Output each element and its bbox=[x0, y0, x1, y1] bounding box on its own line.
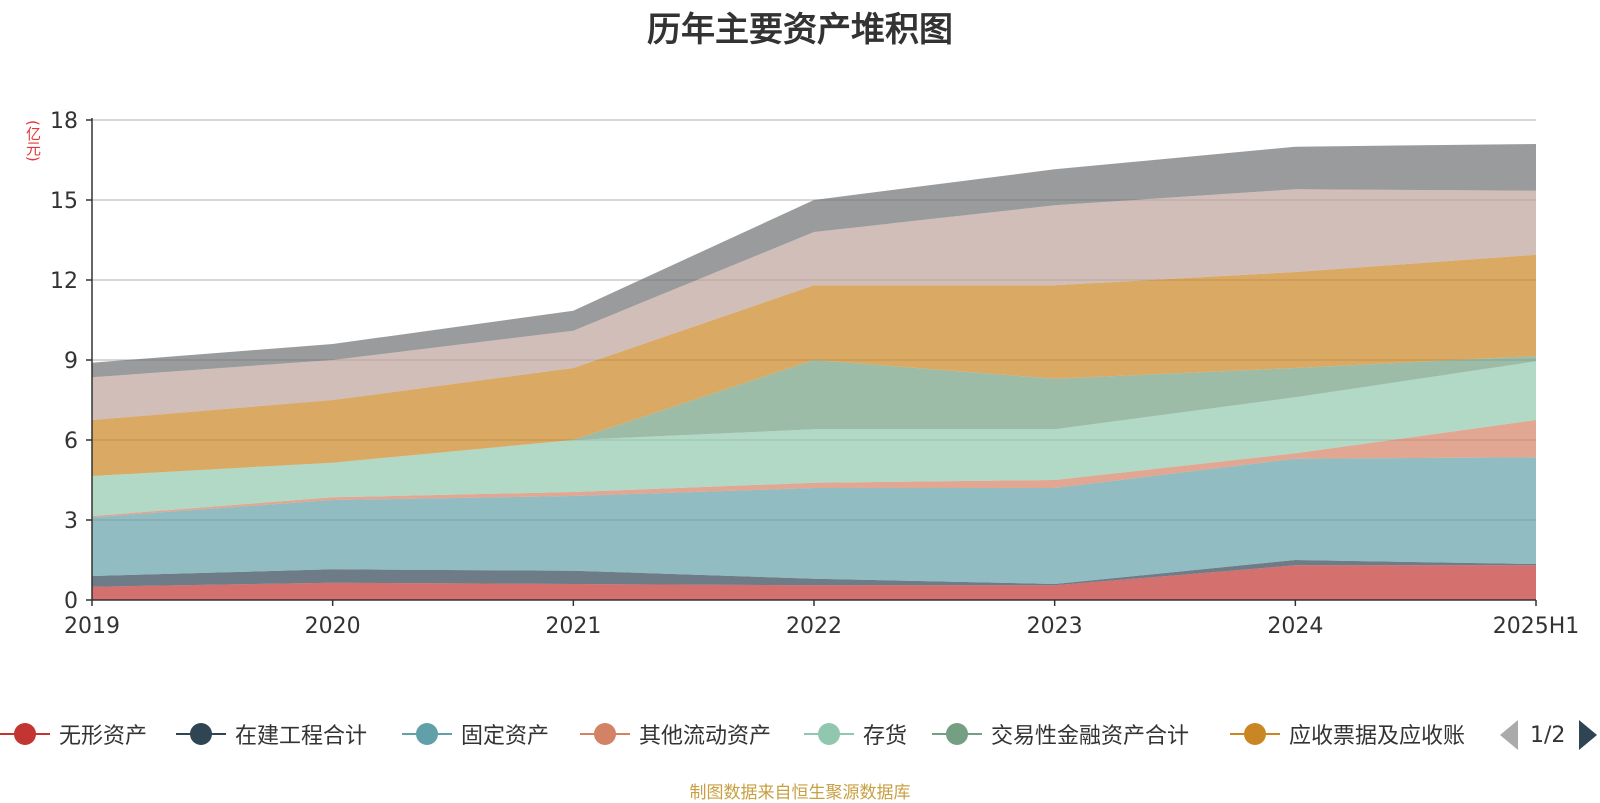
legend-item[interactable]: 无形资产 bbox=[0, 716, 147, 752]
x-tick-label: 2020 bbox=[305, 614, 361, 639]
y-tick-label: 18 bbox=[50, 109, 78, 134]
x-tick-label: 2025H1 bbox=[1493, 614, 1580, 639]
legend-label: 交易性金融资产合计 bbox=[991, 724, 1190, 749]
legend-marker-icon bbox=[932, 716, 982, 752]
legend-marker-icon bbox=[0, 716, 50, 752]
area-series-3 bbox=[92, 457, 1536, 584]
legend-label: 应收票据及应收账 bbox=[1289, 724, 1466, 749]
y-tick-label: 15 bbox=[50, 189, 78, 214]
y-tick-label: 9 bbox=[64, 349, 78, 374]
x-tick-label: 2023 bbox=[1027, 614, 1083, 639]
legend-pager: 1/2 bbox=[1500, 718, 1598, 752]
area-series-2 bbox=[92, 560, 1536, 587]
legend-item[interactable]: 固定资产 bbox=[402, 716, 549, 752]
stacked-area-chart: 0 3 6 9 12 15 18 2019 2020 2021 2022 2023 2024 2025H… bbox=[50, 109, 1579, 639]
legend-item[interactable]: 其他流动资产 bbox=[580, 716, 771, 752]
x-tick-label: 2019 bbox=[64, 614, 120, 639]
legend-label: 存货 bbox=[863, 724, 908, 749]
data-source-note: 制图数据来自恒生聚源数据库 bbox=[689, 783, 911, 803]
legend-prev-page-icon[interactable] bbox=[1500, 720, 1518, 750]
legend-label: 在建工程合计 bbox=[235, 724, 368, 749]
y-tick-labels: 0 3 6 9 12 15 18 bbox=[50, 109, 78, 614]
y-axis-unit-label: (亿元) bbox=[24, 120, 42, 162]
y-tick-label: 12 bbox=[50, 269, 78, 294]
legend: 无形资产 在建工程合计 固定资产 其他流动资产 存货 交易性金融资产合计 应收票据及应收账 bbox=[0, 716, 1600, 756]
axes bbox=[86, 118, 1537, 606]
legend-label: 固定资产 bbox=[461, 724, 550, 749]
area-series bbox=[92, 144, 1536, 600]
area-series-7 bbox=[92, 254, 1536, 476]
y-tick-label: 3 bbox=[64, 509, 78, 534]
legend-item[interactable]: 交易性金融资产合计 bbox=[932, 716, 1189, 752]
area-series-1 bbox=[92, 565, 1536, 600]
y-tick-label: 6 bbox=[64, 429, 78, 454]
legend-marker-icon bbox=[1230, 716, 1280, 752]
legend-page-indicator: 1/2 bbox=[1530, 722, 1566, 748]
x-tick-label: 2022 bbox=[786, 614, 842, 639]
legend-next-page-icon[interactable] bbox=[1579, 720, 1598, 750]
legend-label: 其他流动资产 bbox=[639, 724, 772, 749]
legend-label: 无形资产 bbox=[59, 724, 148, 749]
legend-marker-icon bbox=[176, 716, 226, 752]
legend-marker-icon bbox=[402, 716, 452, 752]
legend-item[interactable]: 应收票据及应收账 bbox=[1230, 716, 1465, 752]
legend-item[interactable]: 存货 bbox=[804, 716, 907, 752]
area-series-8 bbox=[92, 189, 1536, 420]
area-series-6 bbox=[92, 356, 1536, 476]
legend-marker-icon bbox=[580, 716, 630, 752]
x-tick-label: 2021 bbox=[545, 614, 601, 639]
y-tick-label: 0 bbox=[64, 589, 78, 614]
legend-item[interactable]: 在建工程合计 bbox=[176, 716, 367, 752]
area-series-5 bbox=[92, 361, 1536, 516]
area-series-9 bbox=[92, 144, 1536, 378]
legend-marker-icon bbox=[804, 716, 854, 752]
chart-title: 历年主要资产堆积图 bbox=[647, 10, 953, 50]
x-tick-label: 2024 bbox=[1267, 614, 1323, 639]
x-tick-labels: 2019 2020 2021 2022 2023 2024 2025H1 bbox=[64, 614, 1579, 639]
